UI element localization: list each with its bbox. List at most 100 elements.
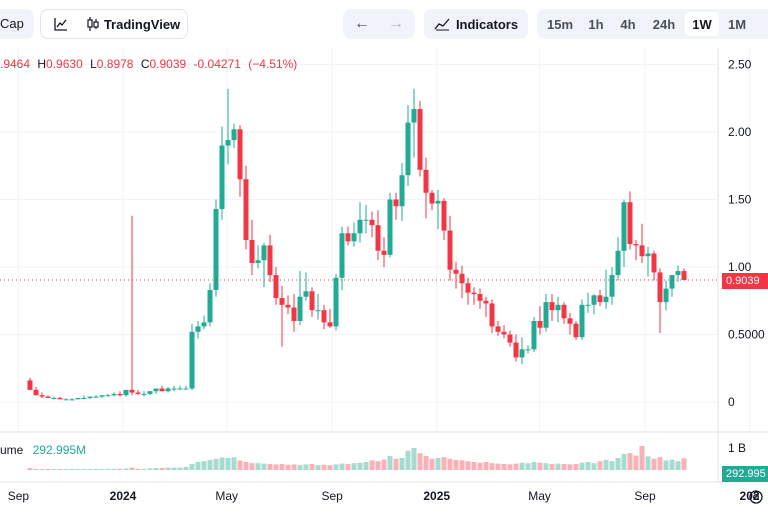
indicators-button[interactable] — [424, 9, 528, 39]
candle-body — [213, 208, 219, 290]
volume-bar — [639, 446, 645, 470]
legend-close: 0.9039 — [149, 57, 187, 71]
undo-button[interactable]: ← — [347, 9, 377, 39]
indicators-label: Indicators — [455, 16, 519, 32]
volume-bar — [477, 462, 483, 470]
time-tick-label: Sep — [634, 489, 656, 503]
candle-body — [423, 169, 429, 193]
volume-bar — [573, 464, 579, 470]
candle-body — [273, 275, 279, 299]
candle-body — [561, 304, 567, 319]
candle-body — [603, 296, 609, 303]
cap-button[interactable]: Cap — [0, 9, 34, 39]
volume-bar — [657, 457, 663, 470]
candle-body — [417, 109, 423, 170]
time-tick-label: May — [215, 489, 238, 503]
volume-legend: ume 292.995M — [0, 443, 86, 457]
candle-body — [297, 296, 303, 321]
volume-bar — [525, 463, 531, 470]
indicators-button-content[interactable]: Indicators — [428, 9, 524, 39]
volume-bar — [27, 468, 33, 470]
volume-bar — [321, 464, 327, 470]
candle-body — [207, 289, 213, 323]
candle-body — [447, 230, 453, 270]
volume-bar — [87, 469, 93, 470]
candle-body — [87, 396, 93, 398]
volume-bar — [285, 464, 291, 470]
price-tick-label: 2.00 — [728, 125, 752, 139]
volume-bar — [399, 458, 405, 470]
candle-body — [135, 392, 141, 394]
candle-body — [363, 219, 369, 221]
volume-bar — [165, 467, 171, 470]
volume-bar — [141, 468, 147, 470]
settings-button[interactable] — [746, 487, 766, 507]
price-tick-label: 1.00 — [728, 260, 752, 274]
candle-body — [351, 233, 357, 242]
volume-bar — [63, 469, 69, 470]
volume-bar — [507, 464, 513, 470]
cap-label: Cap — [0, 16, 24, 31]
volume-bar — [327, 465, 333, 470]
candle-body — [51, 397, 57, 399]
legend-close-label: C — [140, 57, 150, 71]
tradingview-button[interactable]: TradingView — [82, 9, 184, 39]
volume-bar — [351, 463, 357, 470]
volume-bar — [249, 463, 255, 470]
volume-bar — [345, 464, 351, 470]
candle-body — [291, 307, 297, 321]
timeframe-4h[interactable]: 4h — [613, 12, 643, 36]
timeframe-1h[interactable]: 1h — [581, 12, 611, 36]
volume-bar — [69, 469, 75, 470]
volume-bar — [501, 464, 507, 470]
timeframe-1w[interactable]: 1W — [685, 12, 719, 36]
candle-body — [411, 109, 417, 123]
legend-change: -0.04271 — [193, 57, 241, 71]
candle-body — [579, 304, 585, 338]
volume-bar — [609, 461, 615, 470]
volume-bar — [75, 469, 81, 470]
candle-body — [441, 200, 447, 231]
candle-body — [219, 145, 225, 209]
candle-body — [39, 395, 45, 397]
candle-body — [663, 288, 669, 303]
candle-body — [609, 275, 615, 297]
candle-body — [63, 399, 69, 401]
candles-icon — [87, 17, 99, 31]
candle-body — [549, 302, 555, 311]
redo-button[interactable]: → — [381, 9, 411, 39]
time-tick-label: 2024 — [110, 489, 137, 503]
volume-bar — [429, 458, 435, 470]
volume-bar — [675, 461, 681, 470]
timeframe-15m[interactable]: 15m — [543, 12, 577, 36]
volume-bar — [201, 461, 207, 470]
candle-body — [555, 304, 561, 311]
indicators-icon — [434, 18, 450, 31]
chart-style-group — [40, 9, 188, 39]
volume-bar — [537, 462, 543, 470]
volume-bar — [123, 468, 129, 470]
price-tick-label: 0.5000 — [728, 328, 765, 342]
volume-bar — [117, 468, 123, 470]
volume-bar — [291, 464, 297, 470]
timeframe-1m[interactable]: 1M — [721, 12, 753, 36]
line-chart-icon — [54, 18, 67, 31]
candle-body — [681, 271, 687, 280]
candles — [27, 88, 687, 401]
volume-bar — [567, 464, 573, 470]
volume-bar — [111, 468, 117, 470]
volume-bar — [417, 453, 423, 470]
candle-body — [459, 273, 465, 284]
line-chart-button[interactable] — [46, 9, 76, 39]
candle-body — [639, 245, 645, 257]
volume-bar — [531, 462, 537, 470]
candle-body — [231, 129, 237, 141]
candle-body — [531, 321, 537, 350]
timeframe-24h[interactable]: 24h — [647, 12, 681, 36]
candle-body — [249, 240, 255, 263]
volume-bar — [519, 462, 525, 470]
volume-bar — [99, 469, 105, 470]
volume-bar — [483, 462, 489, 470]
legend-open: .9464 — [0, 57, 31, 71]
